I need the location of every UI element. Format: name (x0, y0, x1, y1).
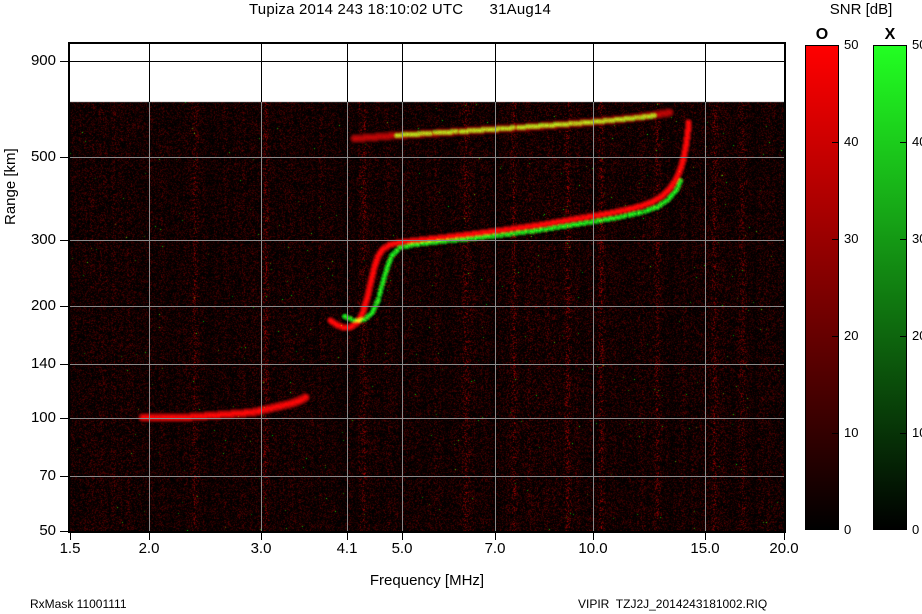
x-tick-1.5 (70, 533, 71, 540)
rxmask-label: RxMask 11001111 (30, 597, 127, 611)
page-title: Tupiza 2014 243 18:10:02 UTC 31Aug14 (248, 1, 551, 18)
colorbar-tick-o-40 (832, 142, 839, 143)
colorbar-tick-label-x-40: 40 (912, 134, 922, 149)
y-tick-70 (60, 476, 68, 477)
colorbar-tick-label-o-40: 40 (844, 134, 859, 149)
colorbar-tick-label-o-10: 10 (844, 425, 859, 440)
x-tick-4.1 (347, 533, 348, 540)
y-tick-label-900: 900 (30, 52, 56, 69)
x-tick-2 (149, 533, 150, 540)
y-tick-label-100: 100 (30, 409, 56, 426)
x-tick-label-3: 3.0 (250, 540, 272, 557)
y-tick-label-500: 500 (30, 148, 56, 165)
x-tick-5 (402, 533, 403, 540)
y-tick-label-70: 70 (39, 467, 56, 484)
colorbar-tick-label-x-0: 0 (912, 522, 920, 537)
colorbar-o-mode (805, 45, 839, 530)
y-tick-500 (60, 157, 68, 158)
x-tick-label-15: 15.0 (690, 540, 720, 557)
y-tick-900 (60, 61, 68, 62)
colorbar-tick-label-x-10: 10 (912, 425, 922, 440)
x-tick-20 (784, 533, 785, 540)
colorbar-tick-x-10 (900, 433, 907, 434)
colorbar-tick-label-o-50: 50 (844, 37, 859, 52)
x-tick-3 (261, 533, 262, 540)
colorbar-tick-label-o-30: 30 (844, 231, 859, 246)
colorbar-tick-label-x-30: 30 (912, 231, 922, 246)
ionogram-canvas[interactable] (70, 44, 784, 531)
colorbar-tick-label-o-0: 0 (844, 522, 852, 537)
x-tick-label-1.5: 1.5 (59, 540, 81, 557)
x-tick-label-7: 7.0 (484, 540, 506, 557)
y-tick-label-140: 140 (30, 355, 56, 372)
x-tick-label-20: 20.0 (769, 540, 799, 557)
y-tick-50 (60, 531, 68, 532)
colorbar-tick-label-x-20: 20 (912, 328, 922, 343)
gridline-y-50 (70, 531, 784, 532)
y-tick-label-300: 300 (30, 231, 56, 248)
x-tick-label-2: 2.0 (138, 540, 160, 557)
colorbar-tick-x-20 (900, 336, 907, 337)
x-tick-label-4.1: 4.1 (336, 540, 358, 557)
x-tick-15 (705, 533, 706, 540)
colorbar-tick-label-o-20: 20 (844, 328, 859, 343)
colorbar-x-label: X (884, 26, 896, 43)
colorbar-o-label: O (815, 26, 829, 43)
y-tick-label-200: 200 (30, 297, 56, 314)
y-tick-200 (60, 306, 68, 307)
colorbar-tick-x-30 (900, 239, 907, 240)
y-tick-label-50: 50 (39, 522, 56, 539)
colorbar-tick-x-40 (900, 142, 907, 143)
colorbar-tick-o-30 (832, 239, 839, 240)
x-tick-10 (593, 533, 594, 540)
x-tick-7 (495, 533, 496, 540)
colorbar-tick-o-10 (832, 433, 839, 434)
colorbar-x-mode (873, 45, 907, 530)
y-tick-100 (60, 418, 68, 419)
colorbar-tick-label-x-50: 50 (912, 37, 922, 52)
file-label: VIPIR TZJ2J_2014243181002.RIQ (578, 597, 768, 611)
ionogram-plot[interactable] (68, 42, 786, 533)
colorbar-tick-o-20 (832, 336, 839, 337)
colorbar-title: SNR [dB] (829, 1, 893, 18)
x-tick-label-10: 10.0 (578, 540, 608, 557)
x-tick-label-5: 5.0 (391, 540, 413, 557)
y-tick-300 (60, 240, 68, 241)
y-tick-140 (60, 364, 68, 365)
x-axis-title: Frequency [MHz] (369, 572, 485, 589)
